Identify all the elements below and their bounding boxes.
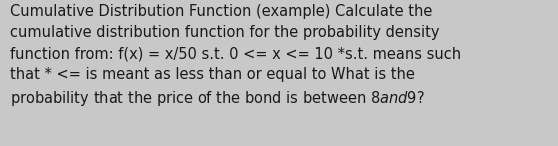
Text: Cumulative Distribution Function (example) Calculate the
cumulative distribution: Cumulative Distribution Function (exampl… (10, 4, 461, 108)
